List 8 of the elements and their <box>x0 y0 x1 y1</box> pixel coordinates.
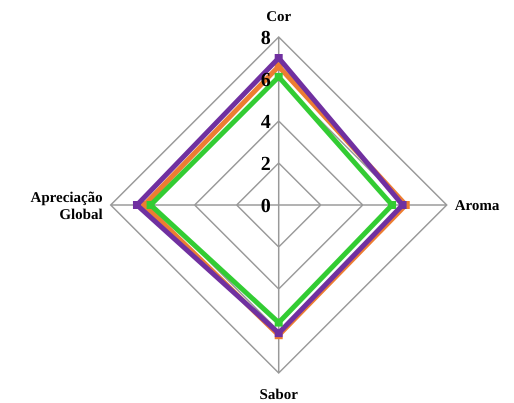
spoke-label: Cor <box>266 9 292 25</box>
spoke-label: Aroma <box>454 198 500 214</box>
y-tick-label: 8 <box>260 27 271 49</box>
y-tick-label: 2 <box>260 153 271 175</box>
spoke-label: Apreciação Global <box>30 190 103 223</box>
spoke-label: Sabor <box>260 387 298 403</box>
y-tick-label: 4 <box>260 111 271 133</box>
y-tick-label: 0 <box>260 195 271 217</box>
